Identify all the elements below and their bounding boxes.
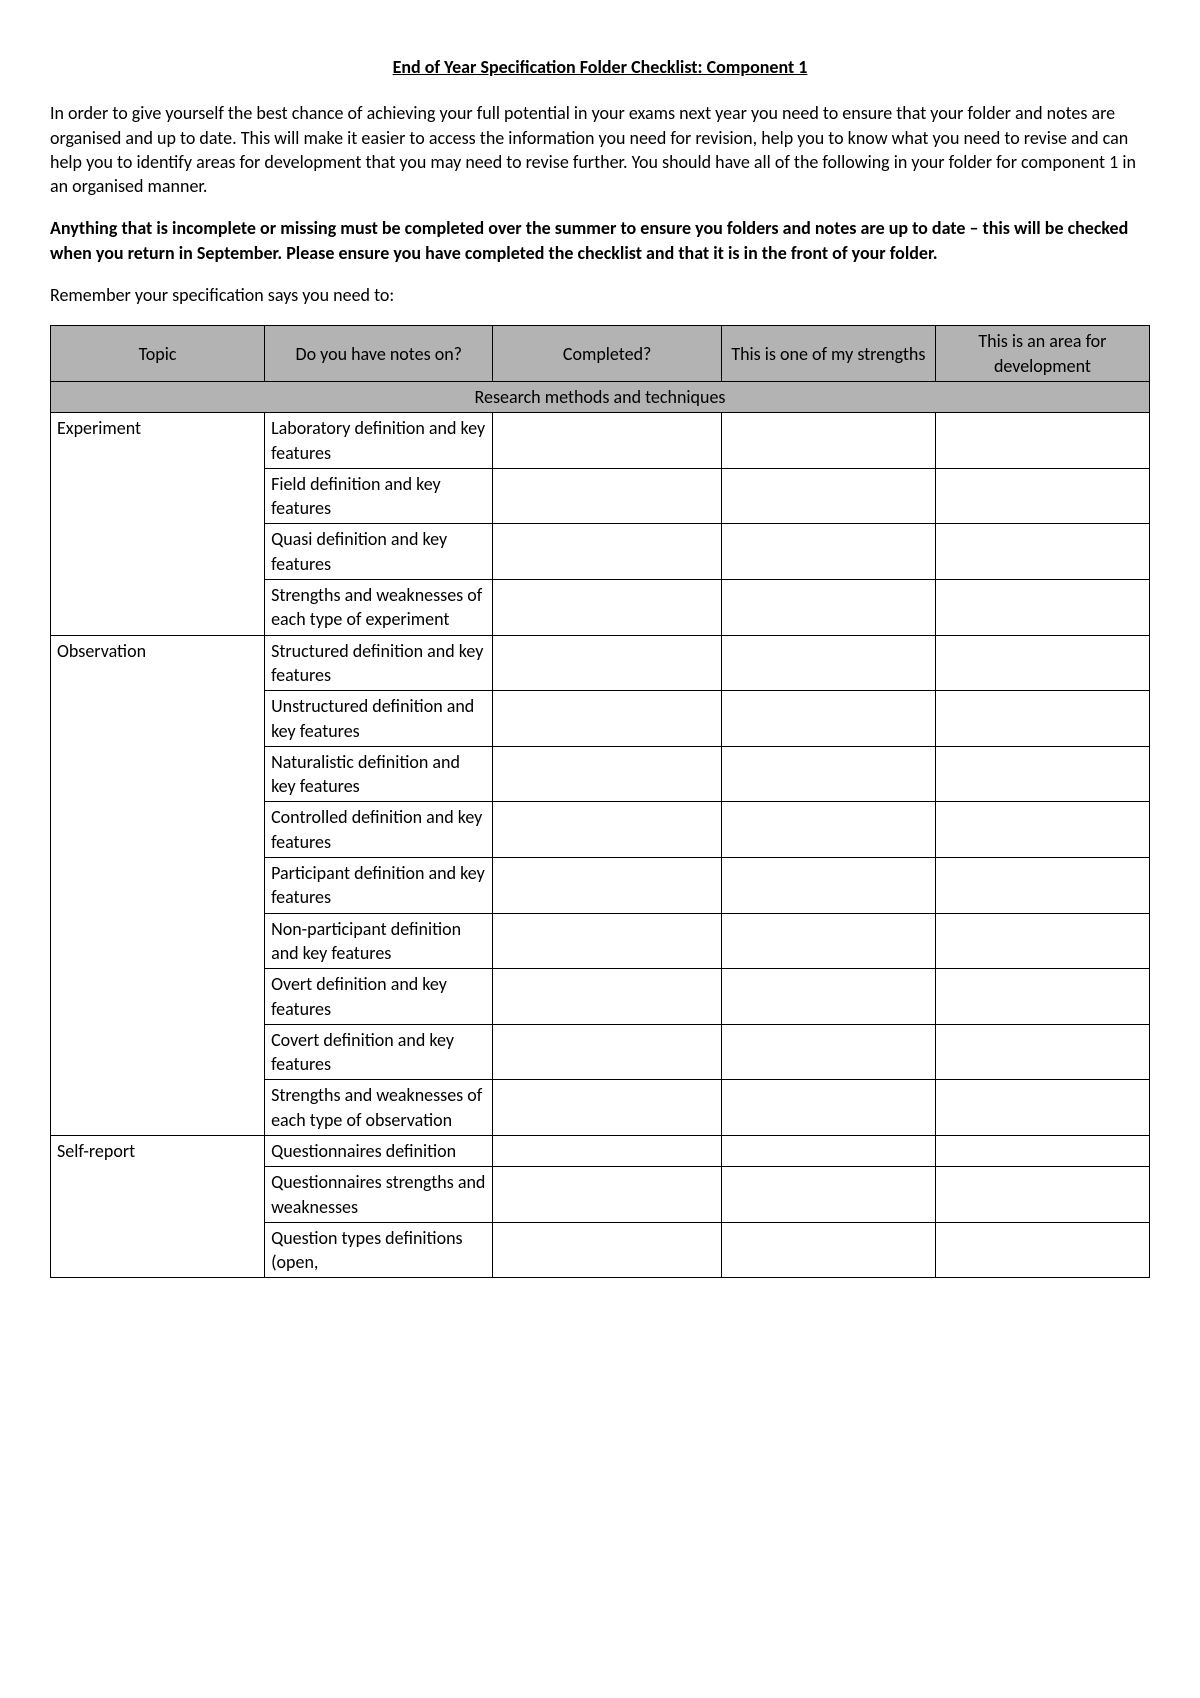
completed-cell[interactable]: [493, 524, 721, 580]
notes-cell: Non-participant definition and key featu…: [265, 913, 493, 969]
notes-cell: Covert definition and key features: [265, 1024, 493, 1080]
develop-cell[interactable]: [935, 1080, 1149, 1136]
develop-cell[interactable]: [935, 1222, 1149, 1278]
table-row: Self-report Questionnaires definition: [51, 1135, 1150, 1166]
section-row: Research methods and techniques: [51, 381, 1150, 412]
strength-cell[interactable]: [721, 1167, 935, 1223]
strength-cell[interactable]: [721, 1080, 935, 1136]
strength-cell[interactable]: [721, 413, 935, 469]
completed-cell[interactable]: [493, 413, 721, 469]
develop-cell[interactable]: [935, 969, 1149, 1025]
notes-cell: Laboratory definition and key features: [265, 413, 493, 469]
section-header: Research methods and techniques: [51, 381, 1150, 412]
completed-cell[interactable]: [493, 691, 721, 747]
develop-cell[interactable]: [935, 746, 1149, 802]
develop-cell[interactable]: [935, 691, 1149, 747]
notes-cell: Structured definition and key features: [265, 635, 493, 691]
notes-cell: Questionnaires strengths and weaknesses: [265, 1167, 493, 1223]
completed-cell[interactable]: [493, 468, 721, 524]
col-notes: Do you have notes on?: [265, 326, 493, 382]
strength-cell[interactable]: [721, 858, 935, 914]
strength-cell[interactable]: [721, 1222, 935, 1278]
strength-cell[interactable]: [721, 913, 935, 969]
strength-cell[interactable]: [721, 1024, 935, 1080]
notes-cell: Unstructured definition and key features: [265, 691, 493, 747]
col-completed: Completed?: [493, 326, 721, 382]
notes-cell: Strengths and weaknesses of each type of…: [265, 1080, 493, 1136]
col-topic: Topic: [51, 326, 265, 382]
col-strength: This is one of my strengths: [721, 326, 935, 382]
table-header-row: Topic Do you have notes on? Completed? T…: [51, 326, 1150, 382]
table-row: Experiment Laboratory definition and key…: [51, 413, 1150, 469]
completed-cell[interactable]: [493, 969, 721, 1025]
warning-paragraph: Anything that is incomplete or missing m…: [50, 216, 1150, 265]
strength-cell[interactable]: [721, 969, 935, 1025]
develop-cell[interactable]: [935, 524, 1149, 580]
completed-cell[interactable]: [493, 746, 721, 802]
develop-cell[interactable]: [935, 802, 1149, 858]
develop-cell[interactable]: [935, 468, 1149, 524]
table-row: Observation Structured definition and ke…: [51, 635, 1150, 691]
reminder-paragraph: Remember your specification says you nee…: [50, 283, 1150, 307]
col-develop: This is an area for development: [935, 326, 1149, 382]
completed-cell[interactable]: [493, 1135, 721, 1166]
completed-cell[interactable]: [493, 1222, 721, 1278]
document-title: End of Year Specification Folder Checkli…: [50, 55, 1150, 79]
notes-cell: Participant definition and key features: [265, 858, 493, 914]
notes-cell: Naturalistic definition and key features: [265, 746, 493, 802]
develop-cell[interactable]: [935, 580, 1149, 636]
completed-cell[interactable]: [493, 1080, 721, 1136]
notes-cell: Questionnaires definition: [265, 1135, 493, 1166]
strength-cell[interactable]: [721, 524, 935, 580]
completed-cell[interactable]: [493, 1167, 721, 1223]
completed-cell[interactable]: [493, 913, 721, 969]
completed-cell[interactable]: [493, 858, 721, 914]
develop-cell[interactable]: [935, 635, 1149, 691]
strength-cell[interactable]: [721, 468, 935, 524]
completed-cell[interactable]: [493, 1024, 721, 1080]
strength-cell[interactable]: [721, 635, 935, 691]
develop-cell[interactable]: [935, 1135, 1149, 1166]
develop-cell[interactable]: [935, 1167, 1149, 1223]
develop-cell[interactable]: [935, 913, 1149, 969]
strength-cell[interactable]: [721, 802, 935, 858]
checklist-table: Topic Do you have notes on? Completed? T…: [50, 325, 1150, 1278]
intro-paragraph: In order to give yourself the best chanc…: [50, 101, 1150, 198]
notes-cell: Field definition and key features: [265, 468, 493, 524]
strength-cell[interactable]: [721, 691, 935, 747]
notes-cell: Overt definition and key features: [265, 969, 493, 1025]
completed-cell[interactable]: [493, 580, 721, 636]
develop-cell[interactable]: [935, 858, 1149, 914]
topic-cell-observation: Observation: [51, 635, 265, 1135]
develop-cell[interactable]: [935, 413, 1149, 469]
strength-cell[interactable]: [721, 580, 935, 636]
notes-cell: Question types definitions (open,: [265, 1222, 493, 1278]
topic-cell-experiment: Experiment: [51, 413, 265, 635]
completed-cell[interactable]: [493, 635, 721, 691]
topic-cell-selfreport: Self-report: [51, 1135, 265, 1277]
notes-cell: Quasi definition and key features: [265, 524, 493, 580]
strength-cell[interactable]: [721, 1135, 935, 1166]
develop-cell[interactable]: [935, 1024, 1149, 1080]
completed-cell[interactable]: [493, 802, 721, 858]
notes-cell: Strengths and weaknesses of each type of…: [265, 580, 493, 636]
notes-cell: Controlled definition and key features: [265, 802, 493, 858]
strength-cell[interactable]: [721, 746, 935, 802]
